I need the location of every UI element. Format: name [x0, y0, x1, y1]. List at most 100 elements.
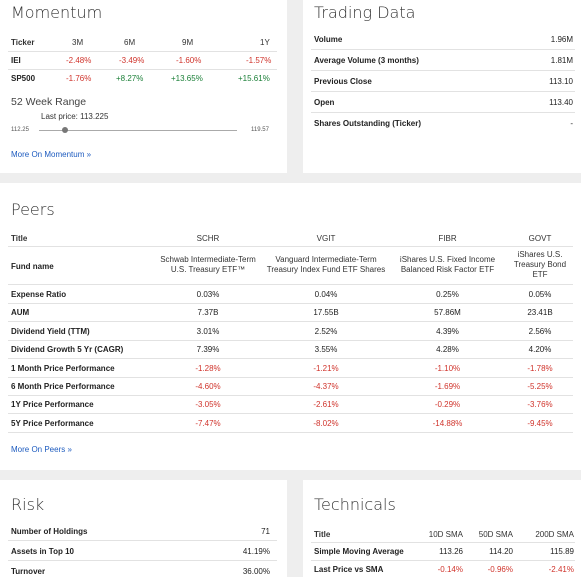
momentum-row-ticker: SP500	[11, 74, 36, 83]
peer-fund-name: Schwab Intermediate-Term U.S. Treasury E…	[160, 255, 256, 274]
technicals-header-200d: 200D SMA	[535, 530, 574, 539]
risk-card: Risk Number of Holdings 71 Assets in Top 1…	[0, 480, 287, 577]
trading-row-value: 1.81M	[550, 56, 573, 65]
peers-cell-value: 0.03%	[196, 290, 220, 299]
peers-cell-value: 2.52%	[314, 326, 338, 336]
technicals-row-label: Last Price vs SMA	[314, 565, 384, 574]
peers-cell-value: 4.28%	[436, 345, 459, 355]
momentum-row-ticker: IEI	[11, 56, 21, 65]
momentum-header-3m: 3M	[72, 38, 84, 47]
peers-cell-value: -4.37%	[313, 382, 339, 391]
peers-cell-value: 57.86M	[434, 308, 461, 318]
peers-cell-value: -1.10%	[434, 363, 461, 373]
peers-cell-value: -14.88%	[432, 418, 463, 428]
momentum-value: -3.49%	[119, 56, 145, 65]
peer-ticker-vgit: VGIT	[316, 234, 336, 243]
technicals-cell-value: 113.26	[439, 547, 463, 556]
momentum-value: -1.76%	[66, 74, 92, 83]
peers-cell-value: -0.29%	[434, 400, 461, 410]
momentum-header-6m: 6M	[124, 38, 136, 47]
peers-cell-value: -1.21%	[313, 363, 339, 373]
momentum-value: +8.27%	[116, 74, 144, 83]
technicals-cell-value: -0.96%	[487, 565, 513, 574]
peers-cell-value: -7.47%	[195, 418, 221, 428]
peers-cell-value: -5.25%	[527, 382, 553, 391]
risk-row-value: 41.19%	[242, 547, 270, 556]
more-on-momentum-link[interactable]: More On Momentum »	[11, 150, 92, 159]
momentum-header-1y: 1Y	[260, 38, 270, 47]
risk-row-label: Number of Holdings	[11, 527, 88, 536]
row-divider	[8, 303, 573, 304]
risk-title: Risk	[11, 495, 45, 514]
peer-fund-name: iShares U.S. Fixed Income Balanced Risk …	[399, 255, 496, 274]
technicals-cell-value: -2.41%	[548, 565, 574, 574]
trading-data-title: Trading Data	[314, 3, 416, 22]
row-divider	[311, 49, 575, 50]
technicals-card: Technicals Title 10D SMA 50D SMA 200D SM…	[303, 480, 581, 577]
peers-cell-value: -3.05%	[195, 400, 221, 410]
range-track	[39, 130, 237, 131]
peers-cell-value: 23.41B	[527, 308, 553, 318]
peers-cell-value: -1.28%	[195, 363, 221, 373]
trading-row-label: Average Volume (3 months)	[314, 56, 419, 65]
peer-ticker-fibr: FIBR	[438, 234, 457, 243]
row-divider	[311, 112, 575, 113]
row-divider	[8, 560, 277, 561]
trading-row-value: 113.10	[549, 77, 573, 86]
peers-cell-value: 4.39%	[436, 326, 459, 336]
risk-row-label: Turnover	[11, 567, 46, 576]
peer-ticker-govt: GOVT	[528, 234, 552, 243]
row-divider	[8, 413, 573, 415]
peers-cell-value: -4.60%	[195, 382, 221, 391]
peer-fund-name: iShares U.S. Treasury Bond ETF	[513, 250, 567, 279]
row-divider	[8, 395, 573, 396]
peers-cell-value: -9.45%	[527, 418, 553, 428]
peers-cell-value: 0.25%	[436, 290, 459, 299]
momentum-header-9m: 9M	[182, 38, 194, 47]
trading-row-value: 1.96M	[550, 35, 573, 44]
row-divider	[8, 376, 573, 378]
peers-row-label: Dividend Growth 5 Yr (CAGR)	[11, 345, 124, 355]
peers-cell-value: 17.55B	[313, 308, 339, 318]
technicals-header-title: Title	[314, 530, 331, 539]
trading-row-label: Volume	[314, 35, 343, 44]
peers-row-label: AUM	[11, 308, 30, 318]
fund-name-label: Fund name	[11, 262, 54, 271]
peers-cell-value: 2.56%	[528, 326, 552, 336]
technicals-cell-value: -0.14%	[437, 565, 463, 574]
momentum-value: +13.65%	[171, 74, 203, 83]
peers-cell-value: -3.76%	[527, 400, 553, 410]
peer-fund-name: Vanguard Intermediate-Term Treasury Inde…	[266, 255, 386, 274]
technicals-row-label: Simple Moving Average	[314, 547, 404, 556]
row-divider	[311, 560, 575, 561]
momentum-value: +15.61%	[238, 74, 270, 83]
trading-row-label: Previous Close	[314, 77, 372, 86]
technicals-cell-value: 115.89	[550, 547, 574, 556]
peers-cell-value: 3.01%	[196, 326, 220, 336]
momentum-value: -2.48%	[66, 56, 92, 65]
technicals-cell-value: 114.20	[489, 547, 513, 556]
row-divider	[8, 339, 573, 341]
more-on-peers-link[interactable]: More On Peers »	[11, 445, 72, 454]
range-low: 112.25	[11, 127, 29, 133]
range-high: 119.57	[251, 127, 269, 133]
row-divider	[311, 91, 575, 92]
peers-card: Peers Title SCHR VGIT FIBR GOVT Fund nam…	[0, 183, 581, 470]
momentum-header-ticker: Ticker	[11, 38, 35, 47]
peers-cell-value: -1.69%	[434, 382, 461, 391]
row-divider	[8, 540, 277, 541]
trading-row-value: -	[570, 119, 573, 128]
peers-cell-value: 3.55%	[314, 345, 338, 355]
peers-cell-value: 7.37B	[197, 308, 219, 318]
momentum-value: -1.57%	[246, 56, 272, 65]
technicals-title: Technicals	[314, 495, 396, 514]
trading-data-card: Trading Data Volume 1.96M Average Volume (…	[303, 0, 581, 173]
last-price-label: Last price: 113.225	[41, 112, 109, 121]
momentum-title: Momentum	[11, 3, 103, 22]
peers-cell-value: 7.39%	[196, 345, 220, 355]
row-divider	[8, 321, 573, 323]
peers-title: Peers	[11, 200, 55, 219]
risk-row-label: Assets in Top 10	[11, 547, 74, 556]
peers-cell-value: -8.02%	[313, 418, 339, 428]
peers-cell-value: 0.04%	[314, 290, 338, 299]
